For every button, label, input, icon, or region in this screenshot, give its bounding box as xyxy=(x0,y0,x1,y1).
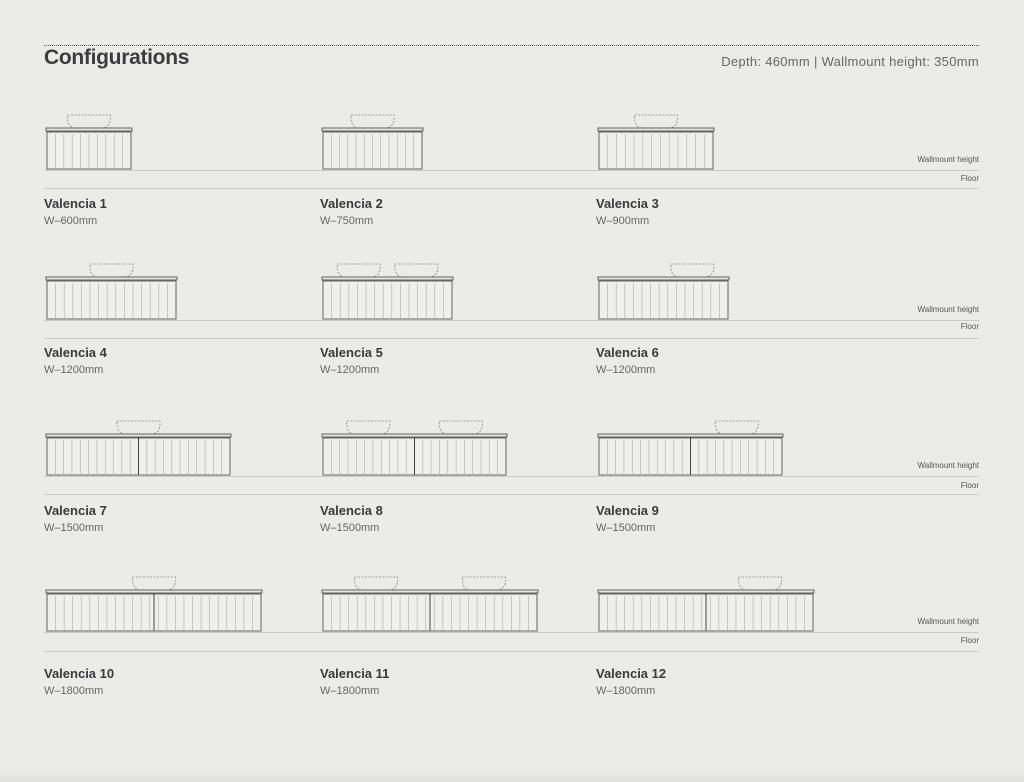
basin-outline xyxy=(89,263,134,278)
configuration-width: W–600mm xyxy=(44,215,98,227)
cabinet-body xyxy=(46,280,177,320)
vanity-top xyxy=(321,433,508,438)
header-rule xyxy=(44,45,979,46)
vanity-top xyxy=(45,127,133,132)
floor-line xyxy=(44,651,979,652)
cabinet-body xyxy=(598,280,729,320)
configuration-name: Valencia 4 xyxy=(44,345,107,360)
wallmount-line xyxy=(44,476,979,477)
basin-outline xyxy=(714,420,759,435)
vanity-drawing xyxy=(321,420,508,476)
vanity-top xyxy=(321,276,454,281)
vanity-drawing xyxy=(597,420,784,476)
basin-outline xyxy=(132,576,176,591)
configuration-name: Valencia 9 xyxy=(596,503,659,518)
vanity-drawing xyxy=(321,114,424,170)
floor-label: Floor xyxy=(960,174,979,183)
configuration-width: W–1500mm xyxy=(320,522,380,534)
configuration-width: W–1800mm xyxy=(596,685,656,697)
wallmount-line xyxy=(44,632,979,633)
wallmount-label: Wallmount height xyxy=(917,305,979,314)
vanity-drawing xyxy=(45,420,232,476)
vanity-top xyxy=(597,433,784,438)
basin-outline xyxy=(634,114,678,129)
configuration-name: Valencia 8 xyxy=(320,503,383,518)
configuration-name: Valencia 5 xyxy=(320,345,383,360)
vanity-top xyxy=(321,589,539,594)
configuration-name: Valencia 7 xyxy=(44,503,107,518)
wallmount-label: Wallmount height xyxy=(917,155,979,164)
floor-line xyxy=(44,494,979,495)
configuration-width: W–750mm xyxy=(320,215,374,227)
configuration-name: Valencia 10 xyxy=(44,666,115,681)
configuration-name: Valencia 3 xyxy=(596,196,659,211)
basin-outline xyxy=(738,576,782,591)
configuration-name: Valencia 12 xyxy=(596,666,667,681)
basin-outline xyxy=(67,114,111,129)
configuration-width: W–1800mm xyxy=(44,685,104,697)
page-edge xyxy=(0,770,1024,782)
wallmount-label: Wallmount height xyxy=(917,461,979,470)
configuration-width: W–1800mm xyxy=(320,685,380,697)
vanity-drawing xyxy=(321,576,539,632)
vanity-drawing xyxy=(597,263,730,320)
vanity-top xyxy=(45,433,232,438)
floor-label: Floor xyxy=(960,636,979,645)
configuration-width: W–1200mm xyxy=(596,364,656,376)
basin-outline xyxy=(346,420,391,435)
basin-outline xyxy=(350,114,395,129)
vanity-drawing xyxy=(45,263,178,320)
floor-label: Floor xyxy=(960,322,979,331)
configuration-name: Valencia 1 xyxy=(44,196,107,211)
configuration-width: W–900mm xyxy=(596,215,650,227)
configuration-width: W–1500mm xyxy=(596,522,656,534)
cabinet-body xyxy=(322,280,453,320)
configuration-name: Valencia 2 xyxy=(320,196,383,211)
basin-outline xyxy=(462,576,506,591)
configuration-name: Valencia 6 xyxy=(596,345,659,360)
page-title: Configurations xyxy=(44,46,190,69)
vanity-top xyxy=(45,276,178,281)
vanity-top xyxy=(597,276,730,281)
wallmount-label: Wallmount height xyxy=(917,617,979,626)
vanity-drawing xyxy=(45,576,263,632)
vanity-top xyxy=(45,589,263,594)
cabinet-body xyxy=(598,131,714,170)
vanity-drawing xyxy=(597,576,815,632)
configuration-width: W–1500mm xyxy=(44,522,104,534)
spec-text: Depth: 460mm | Wallmount height: 350mm xyxy=(721,54,979,69)
floor-line xyxy=(44,188,979,189)
configuration-width: W–1200mm xyxy=(44,364,104,376)
vanity-drawing xyxy=(321,263,454,320)
wallmount-line xyxy=(44,170,979,171)
vanity-top xyxy=(597,589,815,594)
basin-outline xyxy=(116,420,161,435)
vanity-top xyxy=(597,127,715,132)
floor-label: Floor xyxy=(960,481,979,490)
floor-line xyxy=(44,338,979,339)
basin-outline xyxy=(670,263,715,278)
basin-outline xyxy=(394,263,439,278)
basin-outline xyxy=(354,576,398,591)
vanity-top xyxy=(321,127,424,132)
configuration-width: W–1200mm xyxy=(320,364,380,376)
configuration-name: Valencia 11 xyxy=(320,666,390,681)
basin-outline xyxy=(438,420,483,435)
vanity-drawing xyxy=(45,114,133,170)
vanity-drawing xyxy=(597,114,715,170)
basin-outline xyxy=(336,263,381,278)
wallmount-line xyxy=(44,320,979,321)
